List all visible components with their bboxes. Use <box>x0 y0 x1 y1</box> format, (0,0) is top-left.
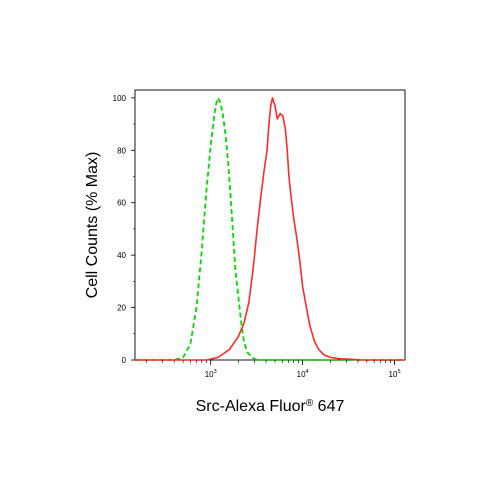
x-tick-label: 103 <box>205 369 217 379</box>
y-tick-label: 40 <box>117 251 126 260</box>
x-tick-base: 10 <box>205 370 214 379</box>
x-tick-label: 105 <box>389 369 401 379</box>
x-axis-ticks: 103 104 105 <box>146 360 401 379</box>
y-tick-label: 60 <box>117 199 126 208</box>
series-curve-1 <box>135 96 405 361</box>
y-axis-title: Cell Counts (% Max) <box>84 152 101 299</box>
y-tick-label: 0 <box>122 356 127 365</box>
x-tick-base: 10 <box>389 370 398 379</box>
x-tick-label: 104 <box>297 369 309 379</box>
series-curve-2 <box>135 97 405 361</box>
x-tick-exponent: 3 <box>214 369 217 375</box>
y-tick-label: 80 <box>117 146 126 155</box>
x-tick-exponent: 4 <box>306 369 309 375</box>
x-axis-title: Src-Alexa Fluor® 647 <box>196 398 345 415</box>
x-axis-title-mark: ® <box>306 398 314 409</box>
x-axis-title-suffix: 647 <box>313 398 344 415</box>
y-tick-label: 100 <box>113 94 127 103</box>
x-tick-base: 10 <box>297 370 306 379</box>
plot-frame <box>134 89 406 361</box>
y-tick-label: 20 <box>117 304 126 313</box>
x-axis-title-main: Src-Alexa Fluor <box>196 398 307 415</box>
y-axis-ticks: 0 20 40 60 80 100 <box>113 94 135 365</box>
curves <box>135 96 405 361</box>
x-tick-exponent: 5 <box>397 369 400 375</box>
